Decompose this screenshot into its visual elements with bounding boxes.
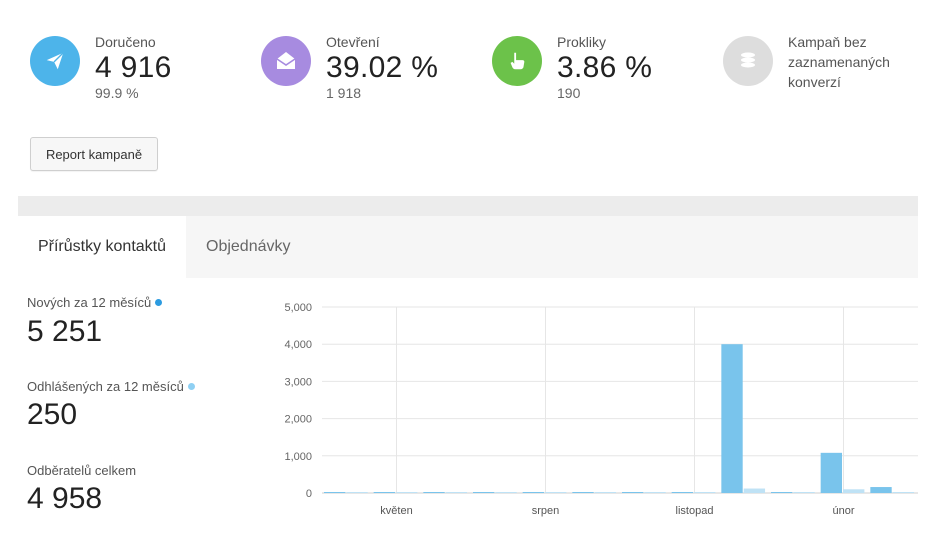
stat-value: 4 916 bbox=[95, 51, 172, 84]
y-tick-label: 0 bbox=[306, 488, 312, 500]
stat-conversions: Kampaň bez zaznamenaných konverzí bbox=[723, 30, 890, 92]
bar-new bbox=[572, 492, 594, 493]
coins-icon bbox=[723, 36, 773, 86]
hand-pointer-icon bbox=[492, 36, 542, 86]
tab-contact-growth[interactable]: Přírůstky kontaktů bbox=[18, 216, 186, 278]
stat-label: Prokliky bbox=[557, 34, 607, 50]
bar-new bbox=[721, 344, 743, 493]
section-divider bbox=[18, 196, 918, 216]
new-series-dot bbox=[155, 299, 163, 307]
x-tick-label: listopad bbox=[676, 505, 714, 517]
total-subscribers-value: 4 958 bbox=[27, 482, 103, 515]
y-tick-label: 1,000 bbox=[284, 451, 312, 463]
bar-new bbox=[671, 492, 694, 493]
stat-label: Doručeno bbox=[95, 34, 156, 50]
bar-new bbox=[820, 452, 843, 493]
bar-new bbox=[522, 492, 545, 493]
unsub-series-dot bbox=[187, 383, 195, 391]
bar-unsubscribed bbox=[793, 492, 815, 493]
tab-bar: Přírůstky kontaktů Objednávky bbox=[18, 216, 918, 278]
stat-delivered: Doručeno 4 916 99.9 % bbox=[30, 30, 172, 102]
stat-clicks: Prokliky 3.86 % 190 bbox=[492, 30, 652, 102]
total-subscribers-label: Odběratelů celkem bbox=[27, 463, 137, 478]
paper-plane-icon bbox=[30, 36, 80, 86]
bar-unsubscribed bbox=[396, 492, 418, 493]
stat-label: Kampaň bez zaznamenaných konverzí bbox=[788, 34, 890, 90]
bar-new bbox=[373, 492, 396, 493]
new-contacts-label: Nových za 12 měsíců bbox=[27, 295, 163, 310]
bar-unsubscribed bbox=[346, 492, 368, 493]
bar-unsubscribed bbox=[495, 492, 517, 493]
bar-new bbox=[622, 492, 644, 493]
x-tick-label: únor bbox=[832, 505, 854, 517]
bar-unsubscribed bbox=[545, 492, 567, 493]
x-tick-label: srpen bbox=[532, 505, 560, 517]
report-campaign-button[interactable]: Report kampaně bbox=[30, 137, 158, 171]
open-envelope-icon bbox=[261, 36, 311, 86]
bar-unsubscribed bbox=[594, 492, 617, 493]
y-tick-label: 3,000 bbox=[284, 376, 312, 388]
bar-unsubscribed bbox=[644, 492, 666, 493]
new-contacts-value: 5 251 bbox=[27, 315, 103, 348]
bar-unsubscribed bbox=[743, 488, 766, 493]
unsubscribed-label: Odhlášených za 12 měsíců bbox=[27, 379, 195, 394]
bar-unsubscribed bbox=[445, 492, 468, 493]
y-tick-label: 4,000 bbox=[284, 339, 312, 351]
stat-value: 3.86 % bbox=[557, 51, 653, 84]
bar-new bbox=[771, 492, 793, 493]
bar-unsubscribed bbox=[694, 492, 716, 493]
tab-orders[interactable]: Objednávky bbox=[206, 238, 291, 255]
stat-sub: 190 bbox=[557, 85, 581, 101]
stat-value: 39.02 % bbox=[326, 51, 439, 84]
stat-label: Otevření bbox=[326, 34, 380, 50]
y-tick-label: 5,000 bbox=[284, 302, 312, 314]
bar-unsubscribed bbox=[892, 492, 915, 493]
bar-new bbox=[870, 487, 892, 493]
x-tick-label: květen bbox=[380, 505, 412, 517]
stat-opens: Otevření 39.02 % 1 918 bbox=[261, 30, 438, 102]
stat-sub: 99.9 % bbox=[95, 85, 139, 101]
bar-new bbox=[324, 492, 346, 493]
bar-unsubscribed bbox=[843, 489, 865, 493]
bar-new bbox=[423, 492, 445, 493]
unsubscribed-value: 250 bbox=[27, 398, 78, 431]
y-tick-label: 2,000 bbox=[284, 414, 312, 426]
bar-new bbox=[473, 492, 495, 493]
stat-sub: 1 918 bbox=[326, 85, 362, 101]
